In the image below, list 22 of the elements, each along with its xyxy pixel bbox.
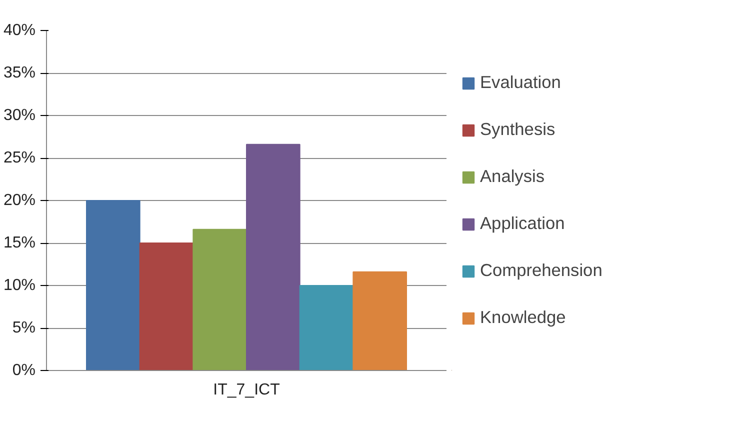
bar [192,228,247,370]
legend-label: Comprehension [480,260,602,281]
bar [86,200,140,370]
bar [246,144,300,370]
y-tick-label: 25% [3,150,36,166]
y-tick-label: 20% [3,192,36,209]
bar [139,242,194,370]
legend-label: Synthesis [480,119,556,140]
x-tick-label: IT_7_ICT [213,382,280,398]
y-tick-label: 40% [3,22,36,39]
y-tick-label: 0% [12,362,36,379]
y-tick-label: 30% [3,107,36,124]
bar [352,271,407,370]
legend-label: Knowledge [480,307,566,328]
y-tick-label: 35% [3,64,36,82]
y-tick-label: 15% [3,234,36,252]
legend-label: Analysis [480,166,545,187]
legend-label: Evaluation [480,72,561,93]
y-tick-label: 10% [3,277,36,294]
y-tick-label: 5% [12,320,36,336]
legend-label: Application [480,213,565,234]
bar [299,285,354,370]
